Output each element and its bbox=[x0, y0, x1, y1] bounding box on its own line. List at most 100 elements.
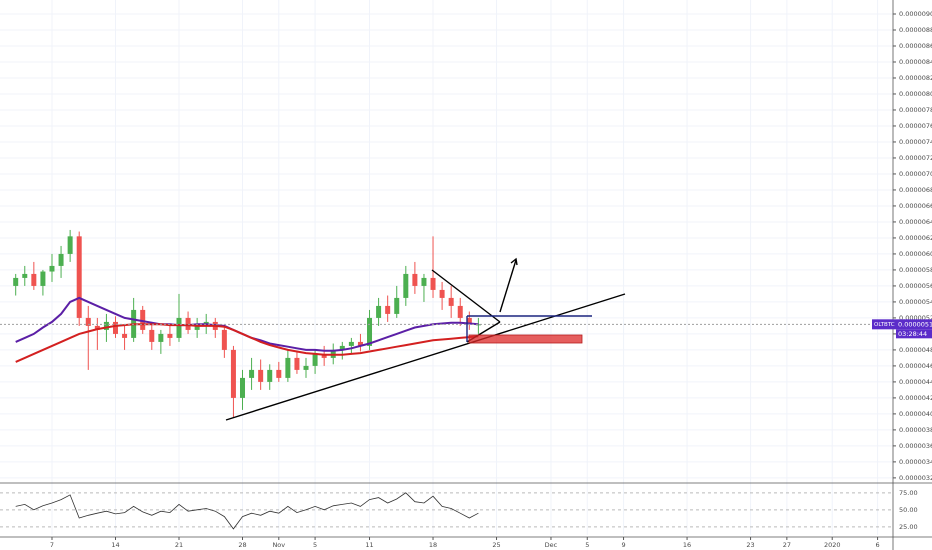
y-tick-label: 0.00000560 bbox=[899, 282, 932, 290]
moving-average bbox=[15, 323, 479, 363]
candle-body bbox=[31, 273, 37, 286]
candle-body bbox=[430, 277, 436, 290]
y-tick-label: 0.00000400 bbox=[899, 410, 932, 418]
candle-body bbox=[49, 265, 55, 272]
y-tick-label: 0.00000640 bbox=[899, 218, 932, 226]
candle-body bbox=[466, 317, 472, 325]
candle-body bbox=[421, 277, 427, 286]
x-tick-label: 11 bbox=[365, 541, 373, 549]
y-tick-label: 0.00000480 bbox=[899, 346, 932, 354]
y-tick-label: 0.00000360 bbox=[899, 442, 932, 450]
x-tick-label: 21 bbox=[175, 541, 183, 549]
x-tick-label: Dec bbox=[545, 541, 558, 549]
candle-body bbox=[303, 365, 309, 370]
y-tick-label: 0.00000780 bbox=[899, 106, 932, 114]
candle-body bbox=[249, 369, 255, 378]
candle-body bbox=[367, 317, 373, 346]
trend-line bbox=[225, 293, 626, 421]
candle-body bbox=[394, 297, 400, 314]
trend-line bbox=[431, 269, 501, 323]
candle-body bbox=[230, 349, 236, 398]
x-tick-label: 23 bbox=[746, 541, 754, 549]
rsi-line bbox=[15, 492, 479, 530]
marks bbox=[0, 229, 893, 530]
candle-body bbox=[67, 236, 73, 254]
candle-body bbox=[403, 273, 409, 298]
y-tick-label: 0.00000700 bbox=[899, 170, 932, 178]
x-tick-label: 16 bbox=[683, 541, 691, 549]
candle-body bbox=[85, 317, 91, 326]
candle-body bbox=[140, 309, 146, 330]
axes: 0.00000320 0.00000340 0.00000360 0.00000380… bbox=[50, 10, 932, 549]
candle-body bbox=[158, 333, 164, 342]
candle-body bbox=[112, 321, 118, 334]
candle-body bbox=[357, 341, 363, 346]
candle-body bbox=[40, 271, 46, 286]
y-tick-label: 0.00000320 bbox=[899, 474, 932, 482]
rsi-tick-label: 25.00 bbox=[899, 523, 918, 531]
y-tick-label: 0.00000460 bbox=[899, 362, 932, 370]
countdown-badge bbox=[896, 329, 932, 339]
candle-body bbox=[412, 273, 418, 286]
candle-body bbox=[58, 253, 64, 266]
candle-body bbox=[94, 325, 100, 330]
x-tick-label: 5 bbox=[585, 541, 589, 549]
countdown-label: 03:28:44 bbox=[898, 330, 927, 338]
candle-body bbox=[22, 273, 28, 278]
y-tick-label: 0.00000720 bbox=[899, 154, 932, 162]
y-tick-label: 0.00000860 bbox=[899, 42, 932, 50]
candle-body bbox=[294, 357, 300, 370]
support-zone bbox=[468, 334, 583, 344]
candle-body bbox=[448, 297, 454, 306]
candle-body bbox=[76, 236, 82, 318]
candle-body bbox=[457, 305, 463, 318]
candle-body bbox=[475, 324, 481, 326]
x-tick-label: 14 bbox=[111, 541, 119, 549]
candle-body bbox=[240, 377, 246, 398]
candle-body bbox=[339, 345, 345, 350]
rsi-tick-label: 75.00 bbox=[899, 489, 918, 497]
candle-body bbox=[267, 369, 273, 382]
candle-body bbox=[122, 333, 128, 338]
y-tick-label: 0.00000820 bbox=[899, 74, 932, 82]
y-tick-label: 0.00000520 bbox=[899, 314, 932, 322]
y-tick-label: 0.00000740 bbox=[899, 138, 932, 146]
y-tick-label: 0.00000760 bbox=[899, 122, 932, 130]
y-tick-label: 0.00000380 bbox=[899, 426, 932, 434]
candle-body bbox=[194, 325, 200, 330]
y-tick-label: 0.00000880 bbox=[899, 26, 932, 34]
candle-body bbox=[439, 289, 445, 298]
y-tick-label: 0.00000800 bbox=[899, 90, 932, 98]
candle-body bbox=[221, 329, 227, 350]
x-tick-label: 2020 bbox=[824, 541, 841, 549]
arrow-head bbox=[510, 257, 518, 266]
x-tick-label: 6 bbox=[876, 541, 880, 549]
x-tick-label: 9 bbox=[621, 541, 625, 549]
x-tick-label: Nov bbox=[272, 541, 285, 549]
x-tick-label: 28 bbox=[238, 541, 246, 549]
candle-body bbox=[276, 369, 282, 378]
last-price-label: 0.00000512 bbox=[898, 320, 932, 328]
y-tick-label: 0.00000540 bbox=[899, 298, 932, 306]
candle-body bbox=[348, 341, 354, 346]
x-tick-label: 5 bbox=[313, 541, 317, 549]
y-tick-label: 0.00000580 bbox=[899, 266, 932, 274]
y-tick-label: 0.00000680 bbox=[899, 186, 932, 194]
y-tick-label: 0.00000840 bbox=[899, 58, 932, 66]
candle-body bbox=[103, 321, 109, 330]
y-tick-label: 0.00000660 bbox=[899, 202, 932, 210]
candle-body bbox=[13, 277, 19, 286]
y-tick-label: 0.00000340 bbox=[899, 458, 932, 466]
y-tick-label: 0.00000440 bbox=[899, 378, 932, 386]
symbol-label: OLTBTC bbox=[874, 322, 895, 328]
price-badge bbox=[896, 319, 932, 330]
arrow bbox=[499, 259, 517, 313]
grid bbox=[0, 0, 893, 535]
candle-body bbox=[167, 333, 173, 338]
candle-body bbox=[312, 353, 318, 366]
y-tick-label: 0.00000620 bbox=[899, 234, 932, 242]
y-tick-label: 0.00000600 bbox=[899, 250, 932, 258]
candle-body bbox=[285, 357, 291, 378]
